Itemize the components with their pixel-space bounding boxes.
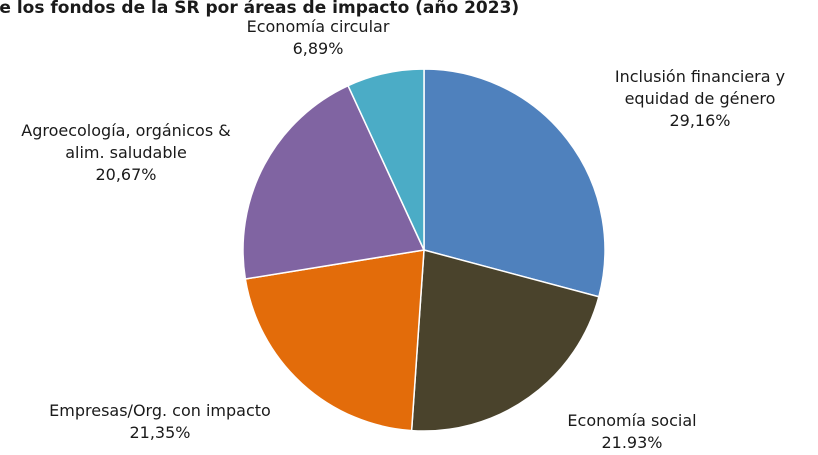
pie-slices [242,68,606,432]
slice-category-label: Agroecología, orgánicos & [21,121,230,140]
slice-value-label: 21,35% [129,423,190,442]
pie-slice [410,249,600,432]
slice-value-label: 20,67% [95,165,156,184]
slice-category-label: alim. saludable [65,143,187,162]
slice-category-label: Economía social [567,411,696,430]
chart-title: ...e los fondos de la SR por áreas de im… [0,0,519,18]
slice-category-label: Inclusión financiera y [615,67,785,86]
slice-category-label: equidad de género [625,89,776,108]
slice-labels: Inclusión financiera y equidad de género 2… [21,17,785,452]
pie-slice [347,68,425,251]
pie-slice [242,84,426,280]
slice-value-label: 29,16% [669,111,730,130]
slice-value-label: 21.93% [601,433,662,452]
pie-slice [423,68,606,298]
pie-slice [244,249,425,432]
slice-value-label: 6,89% [293,39,344,58]
slice-category-label: Empresas/Org. con impacto [49,401,271,420]
slice-category-label: Economía circular [247,17,390,36]
